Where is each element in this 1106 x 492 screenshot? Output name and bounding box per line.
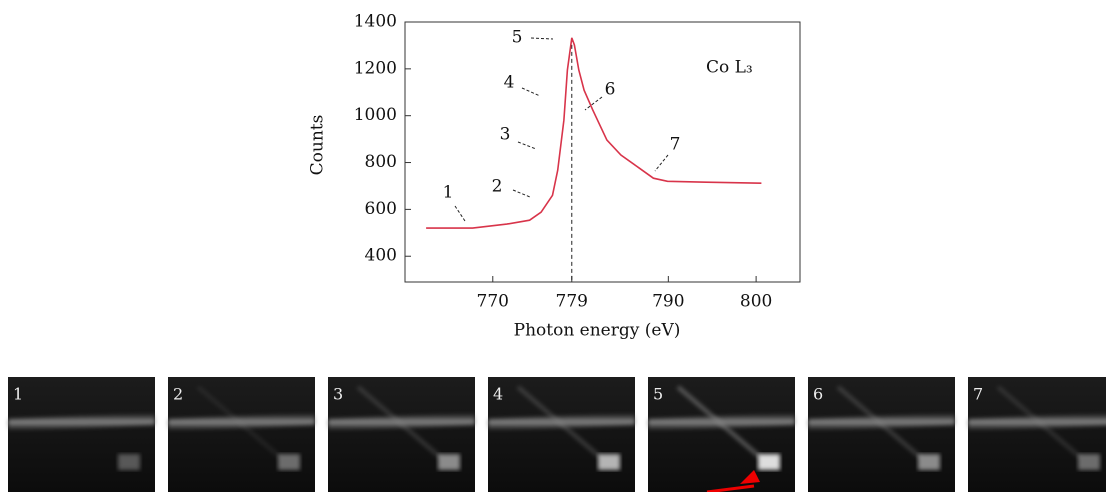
panel-background — [488, 377, 635, 492]
y-tick-label: 1400 — [354, 12, 397, 32]
x-tick-label: 779 — [556, 292, 588, 312]
panel-spot — [118, 454, 140, 470]
panel-spot — [278, 454, 300, 470]
panel-label: 1 — [13, 385, 23, 404]
panel-background — [168, 377, 315, 492]
panel-diagonal — [676, 385, 762, 459]
panel-spot — [918, 454, 940, 470]
panel-diagonal — [196, 385, 282, 459]
annotation-label: 3 — [500, 125, 511, 145]
annotation-leader — [521, 87, 541, 97]
panel-diagonal — [516, 385, 602, 459]
x-axis-label: Photon energy (eV) — [514, 321, 681, 341]
panel-spot — [598, 454, 620, 470]
annotation-label: 1 — [443, 183, 454, 203]
annotation-leader — [654, 154, 669, 172]
panel-diagonal — [996, 385, 1082, 459]
panel-background — [808, 377, 955, 492]
image-panel: 1 — [8, 377, 155, 492]
y-tick-label: 400 — [365, 246, 397, 266]
image-panel: 7 — [968, 377, 1106, 492]
panel-label: 4 — [493, 385, 503, 404]
y-tick-label: 800 — [365, 152, 397, 172]
annotation-label: 5 — [512, 28, 523, 48]
x-tick-label: 790 — [652, 292, 684, 312]
arrow-head — [740, 470, 760, 484]
panel-label: 7 — [973, 385, 983, 404]
image-panel: 6 — [808, 377, 955, 492]
y-tick-label: 600 — [365, 199, 397, 219]
panel-spot — [1078, 454, 1100, 470]
y-tick-label: 1200 — [354, 58, 397, 78]
panel-spot — [758, 454, 780, 470]
arrow-shaft — [706, 484, 755, 492]
annotation-label: 7 — [670, 135, 681, 155]
y-axis-label: Counts — [308, 115, 328, 176]
annotation-leader — [517, 141, 537, 150]
panel-diagonal — [836, 385, 922, 459]
spectrum-line — [426, 37, 762, 229]
inset-label: Co L₃ — [706, 58, 753, 78]
annotation-label: 4 — [504, 73, 515, 93]
panel-diagonal — [356, 385, 442, 459]
panel-background — [968, 377, 1106, 492]
annotation-leader — [530, 37, 554, 40]
annotation-label: 6 — [605, 80, 616, 100]
panel-streak — [8, 413, 155, 431]
panel-label: 3 — [333, 385, 343, 404]
annotation-label: 2 — [492, 177, 503, 197]
annotation-leader — [584, 96, 603, 111]
plot-frame — [404, 21, 801, 283]
x-tick-label: 770 — [477, 292, 509, 312]
image-panel: 4 — [488, 377, 635, 492]
annotation-leader — [454, 205, 466, 222]
annotation-leader — [512, 189, 531, 198]
panel-label: 6 — [813, 385, 823, 404]
panel-label: 5 — [653, 385, 663, 404]
x-tick-label: 800 — [740, 292, 772, 312]
panel-background — [8, 377, 155, 492]
y-tick-label: 1000 — [354, 105, 397, 125]
panel-background — [328, 377, 475, 492]
panel-background — [648, 377, 795, 492]
image-panel: 2 — [168, 377, 315, 492]
panel-label: 2 — [173, 385, 183, 404]
image-panel: 5 — [648, 377, 795, 492]
image-panel: 3 — [328, 377, 475, 492]
panel-spot — [438, 454, 460, 470]
